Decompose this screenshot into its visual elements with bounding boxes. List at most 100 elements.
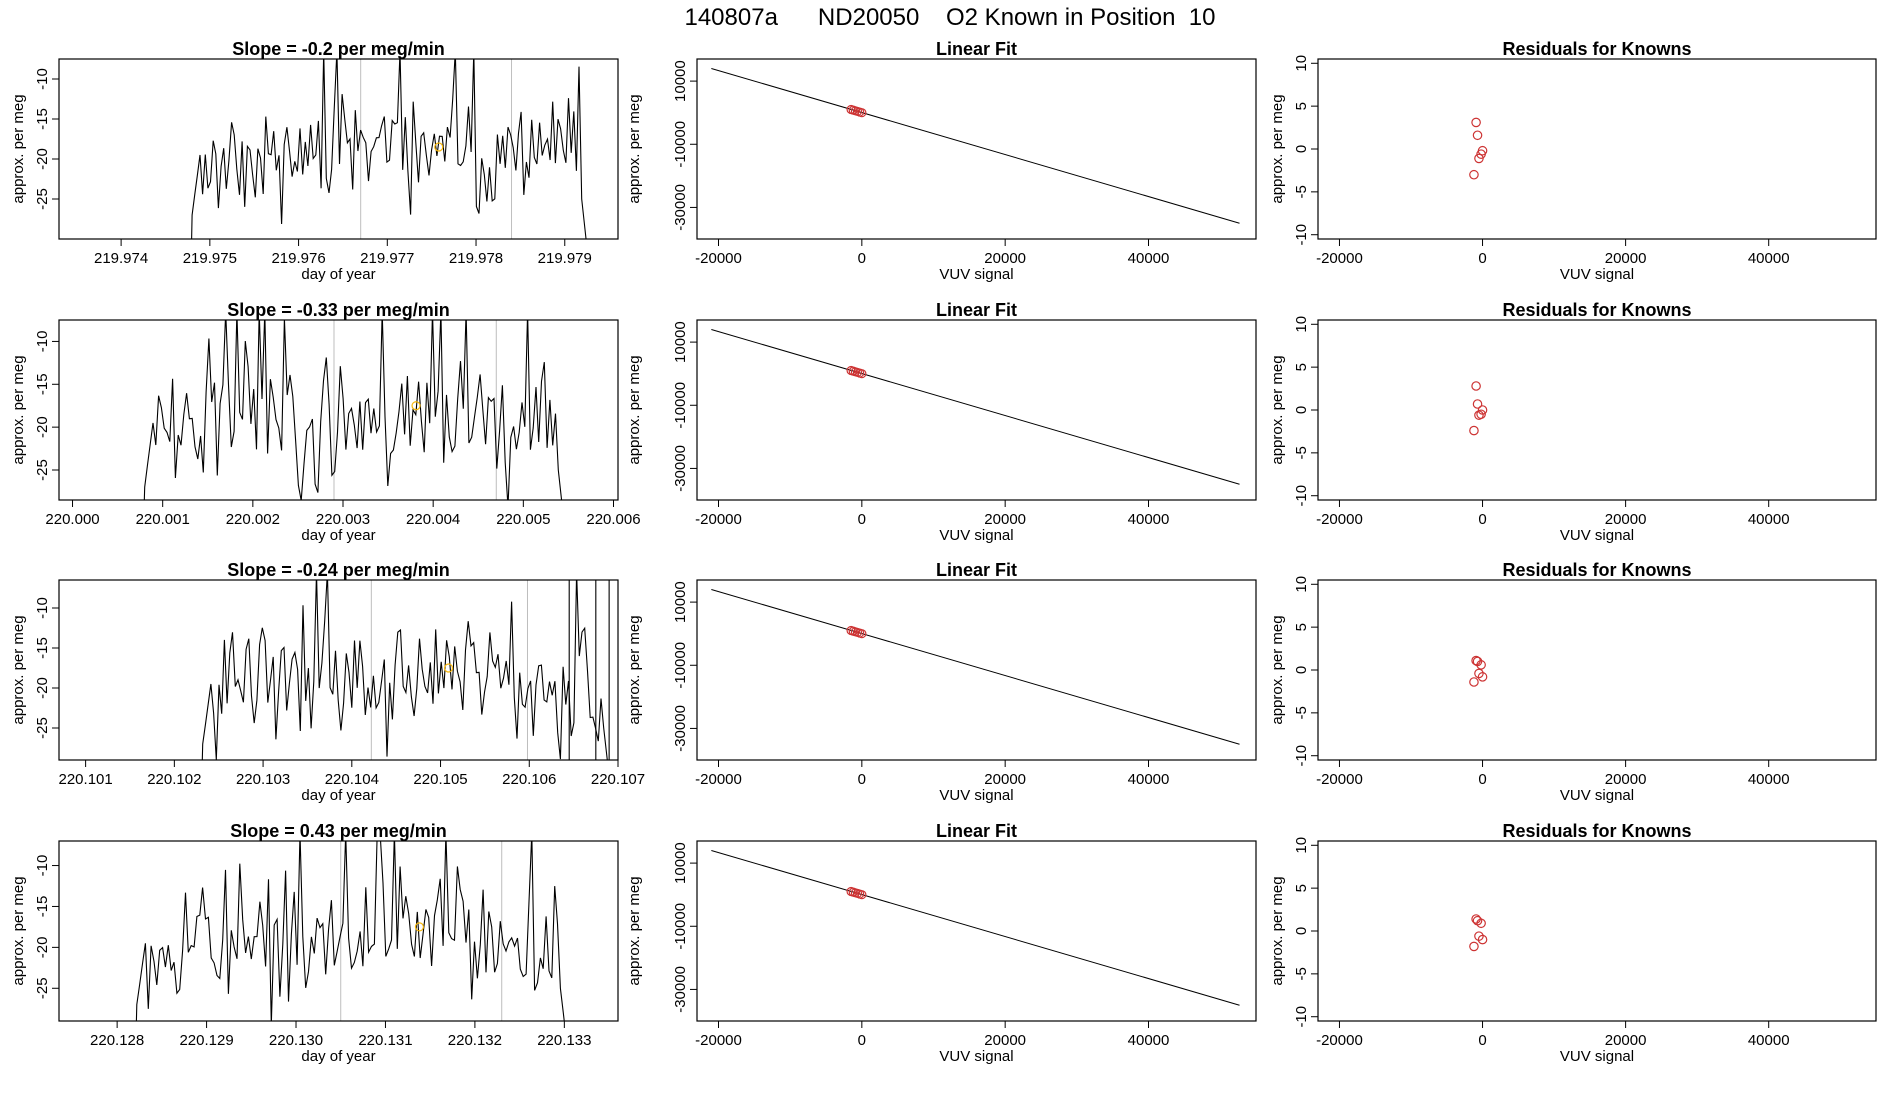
y-tick-label: -20 [34,937,51,959]
x-tick-label: 220.128 [90,1032,144,1049]
x-tick-label: 219.979 [538,250,592,267]
x-tick-label: 220.106 [502,771,556,788]
mean-marker [443,663,454,673]
y-tick-label: -30000 [672,445,689,492]
y-axis-label: approx. per meg [1269,94,1286,203]
x-tick-label: 40000 [1748,771,1790,788]
residual-point [1477,405,1488,415]
x-tick-label: 220.107 [591,771,645,788]
x-axis-label: day of year [301,787,375,804]
y-axis-label: approx. per meg [1269,355,1286,464]
y-tick-label: 10000 [672,60,689,102]
y-tick-label: -10 [1293,224,1310,246]
plot-area [201,580,610,760]
plot-frame [696,319,1257,501]
x-tick-label: -20000 [695,250,742,267]
panel-title: Slope = -0.24 per meg/min [227,560,450,580]
signal-trace [143,320,563,500]
x-tick-label: 219.975 [183,250,237,267]
y-tick-label: -10000 [672,903,689,950]
plot-frame [696,840,1257,1022]
y-tick-label: 10000 [672,321,689,363]
y-axis-label: approx. per meg [10,355,27,464]
x-tick-label: -20000 [695,511,742,528]
fit-line [711,67,1240,224]
residual-point [1469,941,1479,952]
signal-trace [191,59,587,239]
x-tick-label: 220.004 [406,511,460,528]
residual-point [1477,934,1488,945]
x-tick-label: 219.976 [271,250,325,267]
plot-area [191,59,587,239]
plot-area [711,328,1240,485]
residual-point [1476,409,1486,420]
panel-title: Slope = 0.43 per meg/min [230,821,447,841]
y-tick-label: -20 [34,148,51,170]
known-point [857,890,867,900]
y-axis-label: approx. per meg [626,94,643,203]
y-tick-label: -20 [34,677,51,699]
x-tick-label: -20000 [1316,250,1363,267]
y-tick-label: 5 [1293,884,1310,892]
y-tick-label: -5 [1293,446,1310,459]
residual-point [1471,117,1481,128]
residual-point [1469,677,1479,687]
y-tick-label: -15 [34,108,51,130]
panel-title: Residuals for Knowns [1502,560,1691,580]
fit-line [711,328,1240,485]
residuals-panel-4: Residuals for Knowns -20000 0 20000 40000 VUV… [1269,821,1877,1065]
residual-point [1476,660,1486,670]
time-series-panel-2: Slope = -0.33 per meg/min 220.000 220.001 2… [10,300,641,544]
plot-area [1469,381,1488,436]
plot-area [135,841,565,1021]
x-tick-label: 219.978 [449,250,503,267]
y-tick-label: -15 [34,637,51,659]
y-tick-label: -5 [1293,706,1310,719]
y-tick-label: -10000 [672,121,689,168]
x-tick-label: 220.130 [269,1032,323,1049]
x-tick-label: 0 [1478,771,1486,788]
y-tick-label: 0 [1293,666,1310,674]
time-series-panel-3: Slope = -0.24 per meg/min 220.101 220.102 2… [10,560,645,804]
y-tick-label: -5 [1293,185,1310,198]
x-axis-label: VUV signal [1560,527,1634,544]
y-tick-label: -30000 [672,705,689,752]
y-axis-label: approx. per meg [626,876,643,985]
x-axis-label: day of year [301,527,375,544]
x-tick-label: 220.131 [358,1032,412,1049]
x-tick-label: 40000 [1128,771,1170,788]
y-tick-label: 0 [1293,406,1310,414]
x-axis-label: VUV signal [939,1048,1013,1065]
x-tick-label: 20000 [1605,511,1647,528]
residual-point [1477,672,1488,682]
plot-area [1469,655,1488,687]
x-tick-label: 220.102 [147,771,201,788]
x-tick-label: 0 [1478,1032,1486,1049]
x-tick-label: 220.003 [316,511,370,528]
plot-area [1469,914,1488,952]
x-tick-label: 220.101 [59,771,113,788]
y-tick-label: 5 [1293,623,1310,631]
x-tick-label: 220.104 [325,771,379,788]
known-point [857,629,867,639]
x-tick-label: 20000 [1605,771,1647,788]
y-axis-label: approx. per meg [10,94,27,203]
y-tick-label: -25 [34,459,51,481]
linear-fit-panel-3: Linear Fit -20000 0 20000 40000 VUV signal 100… [626,560,1257,804]
x-tick-label: 220.132 [448,1032,502,1049]
linear-fit-panel-4: Linear Fit -20000 0 20000 40000 VUV signal 100… [626,821,1257,1065]
x-tick-label: 220.000 [45,511,99,528]
x-tick-label: 20000 [1605,250,1647,267]
plot-frame [58,579,619,761]
residual-point [1469,169,1479,180]
known-point [857,369,867,379]
x-axis-label: VUV signal [1560,266,1634,283]
linear-fit-panel-1: Linear Fit -20000 0 20000 40000 VUV signal 100… [626,39,1257,283]
panel-title: Residuals for Knowns [1502,39,1691,59]
y-axis-label: approx. per meg [626,615,643,724]
x-tick-label: 220.002 [226,511,280,528]
time-series-panel-4: Slope = 0.43 per meg/min 220.128 220.129 22… [10,821,619,1065]
x-tick-label: 40000 [1748,250,1790,267]
panel-title: Slope = -0.2 per meg/min [232,39,445,59]
